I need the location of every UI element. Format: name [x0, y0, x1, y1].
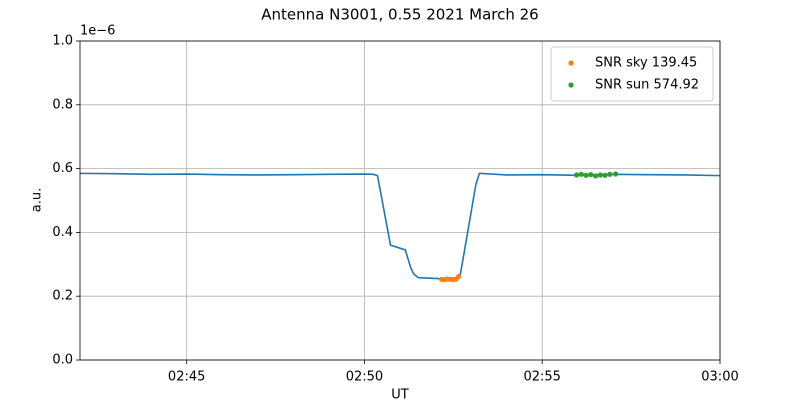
scatter-point [592, 173, 599, 179]
y-tick-label: 1.0 [52, 34, 73, 49]
legend-box [550, 46, 714, 102]
y-tick-label: 0.8 [52, 97, 73, 112]
chart-title: Antenna N3001, 0.55 2021 March 26 [261, 6, 538, 24]
scatter-point [573, 172, 580, 178]
legend-label: SNR sun 574.92 [595, 78, 699, 93]
scatter-point [613, 171, 619, 177]
line-series [79, 172, 721, 280]
y-axis-label: a.u. [30, 188, 45, 212]
plot-frame [79, 40, 721, 361]
legend-marker [568, 82, 574, 88]
x-axis-label: UT [391, 388, 409, 400]
scatter-point [578, 171, 584, 177]
legend-label: SNR sky 139.45 [595, 56, 697, 71]
x-tick-label: 02:50 [346, 370, 383, 385]
scatter-point [588, 172, 594, 178]
scatter-point [597, 172, 603, 178]
x-tick-label: 02:55 [523, 370, 560, 385]
y-tick-label: 0.0 [52, 353, 73, 368]
x-tick-label: 03:00 [701, 370, 738, 385]
x-tick-label: 02:45 [168, 370, 205, 385]
y-offset-label: 1e−6 [80, 24, 115, 39]
legend-marker [568, 60, 574, 66]
scatter-point [456, 273, 462, 280]
y-tick-label: 0.4 [52, 225, 73, 240]
y-tick-label: 0.2 [52, 289, 73, 304]
scatter-point [607, 171, 613, 177]
scatter-point [583, 172, 589, 178]
y-tick-label: 0.6 [52, 161, 73, 176]
scatter-point [602, 172, 608, 178]
